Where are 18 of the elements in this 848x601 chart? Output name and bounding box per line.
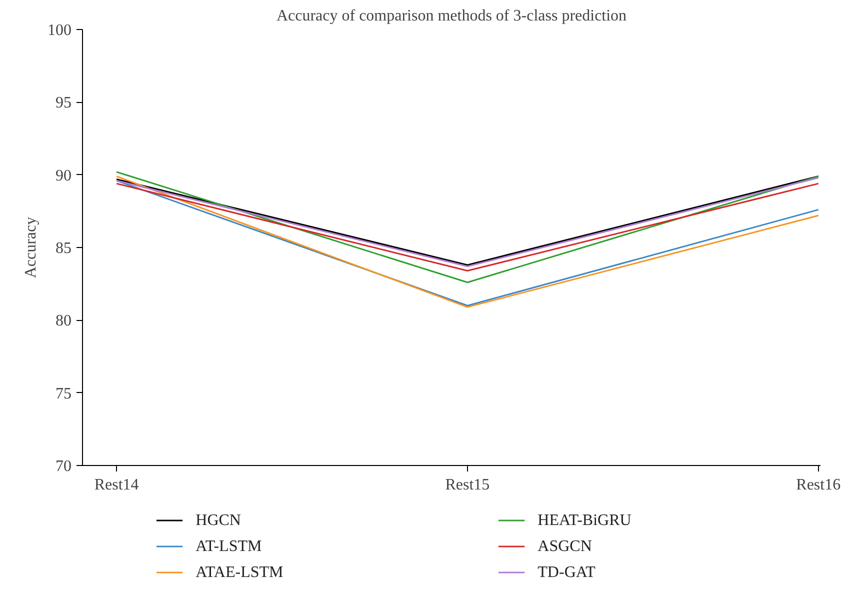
y-tick-label: 75 — [56, 385, 72, 402]
x-tick-label: Rest15 — [445, 476, 490, 494]
y-axis-title: Accuracy — [22, 216, 40, 278]
y-tick-label: 70 — [56, 458, 72, 475]
legend-label: AT-LSTM — [196, 538, 262, 555]
legend-label: ATAE-LSTM — [196, 564, 284, 581]
chart-title: Accuracy of comparison methods of 3-class prediction — [276, 8, 627, 24]
legend-label: TD-GAT — [538, 564, 596, 581]
x-tick-label: Rest14 — [94, 476, 139, 494]
y-tick-label: 80 — [56, 312, 72, 330]
legend-label: HEAT-BiGRU — [538, 512, 632, 529]
y-tick-label: 90 — [56, 167, 72, 184]
y-tick-label: 85 — [56, 240, 72, 257]
y-tick-label: 100 — [48, 22, 72, 39]
legend-label: HGCN — [196, 512, 242, 529]
y-tick-label: 95 — [56, 94, 72, 112]
legend-label: ASGCN — [538, 538, 592, 555]
x-tick-label: Rest16 — [796, 476, 841, 494]
